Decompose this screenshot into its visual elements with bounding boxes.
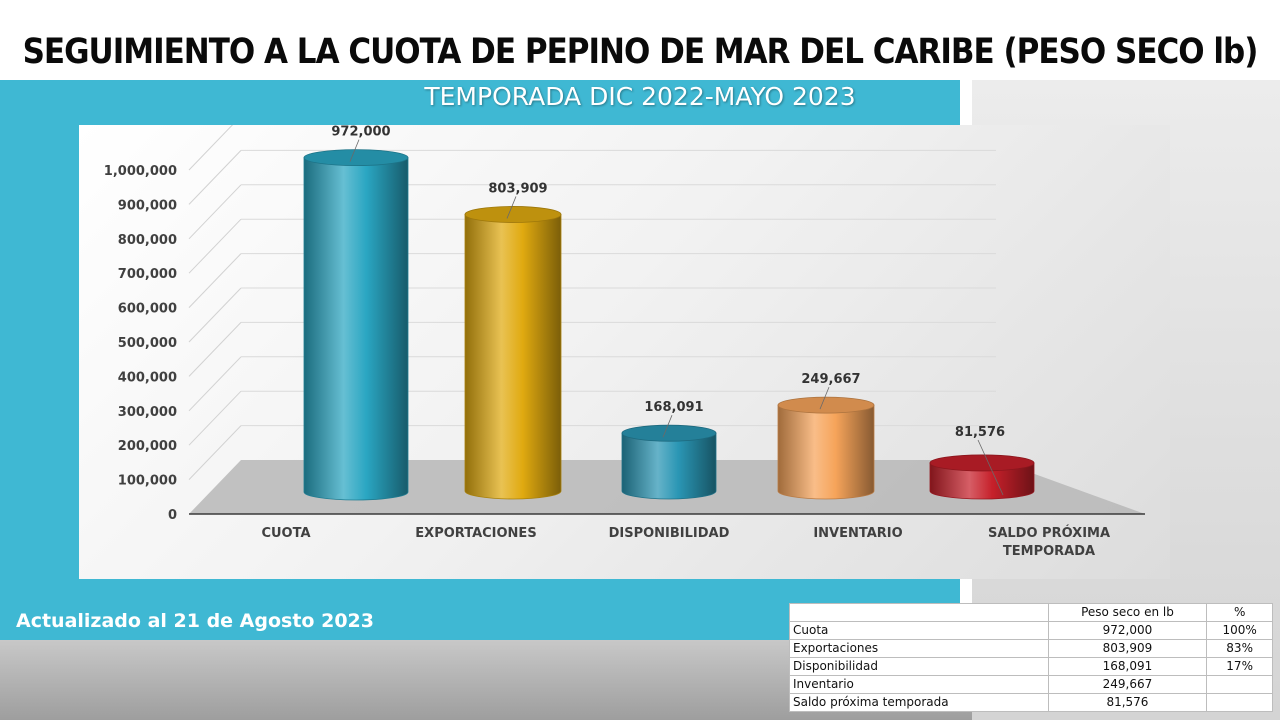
table-row: Inventario 249,667 (789, 675, 1273, 694)
data-label: 249,667 (801, 372, 860, 387)
table-cell: 81,576 (1047, 693, 1208, 712)
bar-exportaciones (464, 206, 562, 500)
gridline-diagonal (188, 425, 242, 480)
data-table: Peso seco en lb% Cuota 972,000 100% Exportac… (789, 603, 1273, 712)
chart-panel: 0 100,000 200,000 300,000 400,000 500,000 600,… (79, 125, 1170, 579)
bar-top (621, 424, 717, 442)
data-label: 803,909 (488, 181, 547, 196)
y-tick-label: 700,000 (118, 267, 177, 282)
gridline-diagonal (188, 125, 234, 171)
table-row: Cuota 972,000 100% (789, 621, 1273, 640)
gridline-diagonal (188, 390, 242, 446)
table-cell: 83% (1206, 639, 1273, 658)
x-category-label: TEMPORADA (1003, 544, 1095, 559)
table-cell: Disponibilidad (789, 657, 1049, 676)
gridline-diagonal (188, 356, 242, 412)
data-label: 81,576 (955, 425, 1005, 440)
table-cell: 17% (1206, 657, 1273, 676)
gridline-diagonal (188, 253, 242, 308)
data-label-leader (662, 415, 673, 438)
table-cell: Cuota (789, 621, 1049, 640)
gridline-diagonal (188, 218, 242, 274)
gridline-diagonal (188, 150, 242, 205)
table-cell: Inventario (789, 675, 1049, 694)
table-row: Disponibilidad 168,091 17% (789, 657, 1273, 676)
x-category-label: CUOTA (261, 526, 310, 541)
y-tick-label: 1,000,000 (104, 164, 177, 179)
bar-body (303, 157, 409, 501)
x-category-label: INVENTARIO (813, 526, 902, 541)
bar-saldo-próxima-temporada (929, 454, 1035, 500)
bar-body (621, 432, 717, 500)
data-label: 972,000 (331, 125, 390, 140)
gridline-diagonal (188, 322, 242, 377)
x-category-label: EXPORTACIONES (415, 526, 536, 541)
cylinder-bar-chart: 0 100,000 200,000 300,000 400,000 500,000 600,… (104, 125, 1145, 559)
table-header-row: Peso seco en lb% (789, 603, 1273, 622)
y-tick-label: 0 (168, 508, 177, 523)
table-cell (1206, 675, 1273, 694)
table-header-cell: % (1206, 603, 1273, 622)
bar-inventario (777, 396, 875, 500)
data-label-leader (819, 386, 830, 410)
y-tick-label: 100,000 (118, 474, 177, 489)
x-category-label: SALDO PRÓXIMA (988, 525, 1110, 541)
y-tick-label: 900,000 (118, 198, 177, 213)
updated-date-label: Actualizado al 21 de Agosto 2023 (16, 610, 374, 632)
y-tick-label: 600,000 (118, 302, 177, 317)
bar-cuota (303, 149, 409, 501)
bar-top (303, 149, 409, 167)
table-header-cell (789, 603, 1049, 622)
gridline-diagonal (188, 184, 242, 240)
bar-disponibilidad (621, 424, 717, 500)
table-cell: 100% (1206, 621, 1273, 640)
table-header-cell: Peso seco en lb (1047, 603, 1208, 622)
y-tick-label: 800,000 (118, 233, 177, 248)
page-title: SEGUIMIENTO A LA CUOTA DE PEPINO DE MAR … (22, 31, 1259, 73)
y-tick-label: 500,000 (118, 336, 177, 351)
y-tick-label: 200,000 (118, 439, 177, 454)
bar-body (464, 214, 562, 500)
table-cell: Saldo próxima temporada (789, 693, 1049, 712)
table-cell: 803,909 (1047, 639, 1208, 658)
table-cell (1206, 693, 1273, 712)
gridline-diagonal (188, 287, 242, 343)
table-cell: 249,667 (1047, 675, 1208, 694)
y-tick-label: 400,000 (118, 370, 177, 385)
table-row: Saldo próxima temporada 81,576 (789, 693, 1273, 712)
bar-top (777, 396, 875, 414)
bar-body (777, 404, 875, 500)
data-label-leader (349, 139, 360, 162)
x-category-label: DISPONIBILIDAD (609, 526, 730, 541)
bar-body (929, 462, 1035, 500)
bar-top (464, 206, 562, 223)
data-label-leader (977, 439, 1004, 496)
table-row: Exportaciones 803,909 83% (789, 639, 1273, 658)
table-cell: 168,091 (1047, 657, 1208, 676)
bar-top (929, 454, 1035, 472)
data-label: 168,091 (644, 400, 703, 415)
table-cell: 972,000 (1047, 621, 1208, 640)
table-cell: Exportaciones (789, 639, 1049, 658)
data-label-leader (506, 196, 517, 219)
chart-subtitle: TEMPORADA DIC 2022-MAYO 2023 (424, 82, 856, 111)
y-tick-label: 300,000 (118, 405, 177, 420)
